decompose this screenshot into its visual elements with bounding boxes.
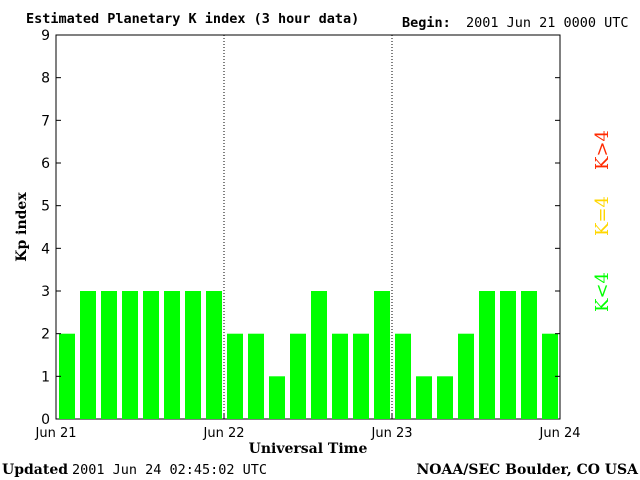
kp-bar [521,291,537,419]
y-tick-label: 9 [41,28,50,44]
y-tick-label: 4 [41,241,50,257]
kp-bar [374,291,390,419]
y-axis-ticks: 0 1 2 3 4 5 6 7 8 9 [41,28,560,428]
updated-timestamp: 2001 Jun 24 02:45:02 UTC [72,462,267,478]
y-tick-label: 2 [41,327,50,343]
credit-text: NOAA/SEC Boulder, CO USA [417,462,640,478]
kp-bar [500,291,516,419]
chart-title: Estimated Planetary K index (3 hour data… [26,11,359,27]
kp-bar [164,291,180,419]
y-tick-label: 1 [41,369,50,385]
kp-bar [437,376,453,419]
kp-bar [311,291,327,419]
kp-bar [101,291,117,419]
updated-label: Updated [2,462,68,478]
x-axis-ticks: Jun 21 Jun 22 Jun 23 Jun 24 [35,414,581,441]
plot-frame [55,34,561,420]
kp-bar [80,291,96,419]
kp-bar [227,333,243,419]
kp-bar [122,291,138,419]
y-tick-label: 8 [41,71,50,87]
bars-group [59,291,558,419]
y-tick-label: 3 [41,284,50,300]
begin-label: Begin: [402,15,451,31]
y-tick-label: 5 [41,199,50,215]
y-tick-label: 7 [41,113,50,129]
kp-bar [185,291,201,419]
kp-bar [458,333,474,419]
kp-bar [290,333,306,419]
kp-bar [542,333,558,419]
kp-bar [416,376,432,419]
kp-bar [143,291,159,419]
kp-bar [395,333,411,419]
legend-high: K>4 [592,130,613,170]
kp-bar [59,333,75,419]
kp-bar [269,376,285,419]
legend-mid: K=4 [592,196,613,236]
x-tick-label: Jun 23 [371,426,413,441]
kp-bar [332,333,348,419]
kp-bar [248,333,264,419]
x-axis-label: Universal Time [249,441,368,457]
day-separators [223,35,393,419]
x-tick-label: Jun 22 [203,426,245,441]
kp-bar [353,333,369,419]
kp-bar [206,291,222,419]
y-tick-label: 6 [41,156,50,172]
y-axis-label: Kp index [14,192,30,262]
legend-low: K<4 [592,272,613,312]
y-tick-label: 0 [41,412,50,428]
x-tick-label: Jun 24 [539,426,581,441]
x-tick-label: Jun 21 [35,426,77,441]
begin-date: 2001 Jun 21 0000 UTC [466,15,629,31]
kp-bar [479,291,495,419]
